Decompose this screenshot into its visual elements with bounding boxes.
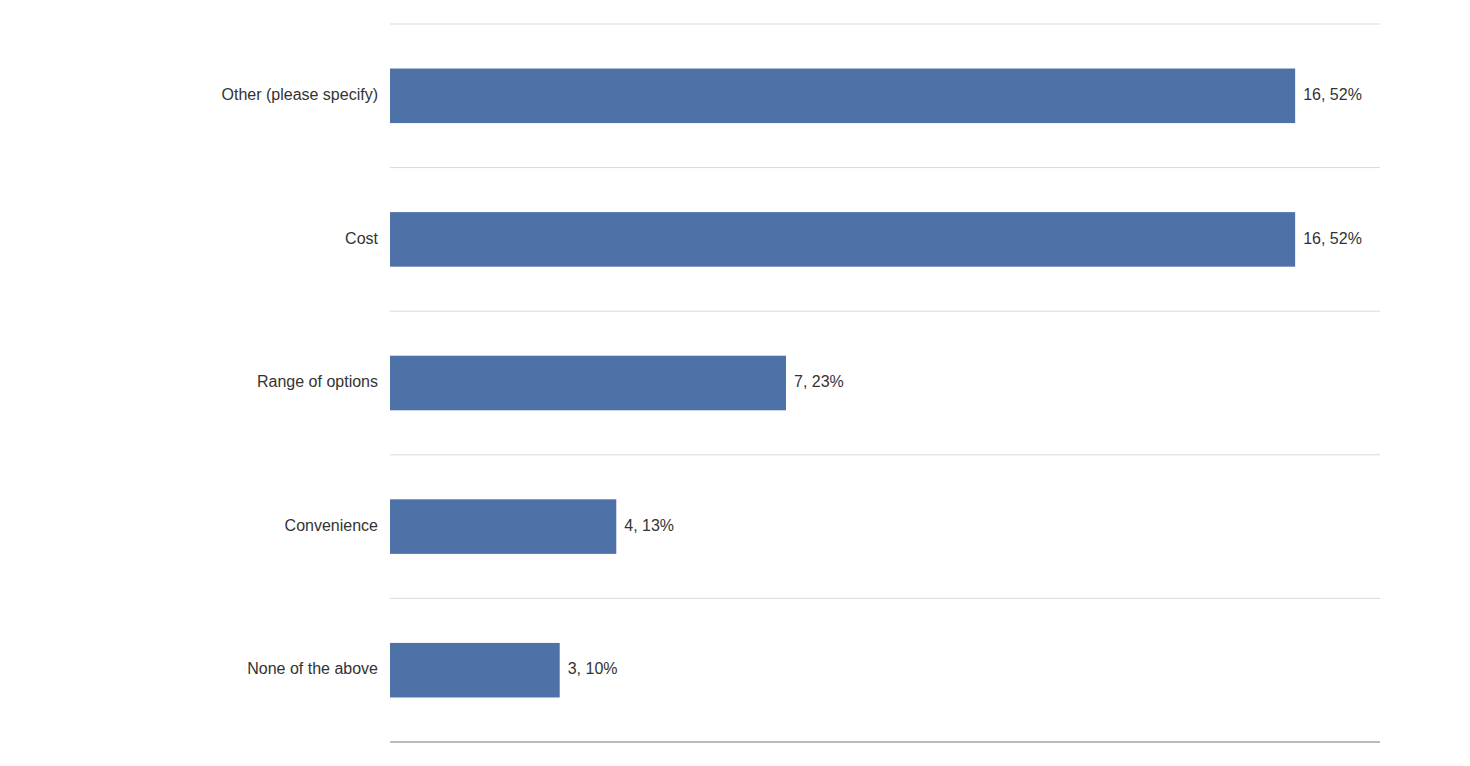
category-label: None of the above: [247, 660, 378, 677]
chart-container: None of the above Convenience Range of opt…: [0, 0, 1470, 766]
chart-svg: None of the above Convenience Range of opt…: [0, 0, 1470, 766]
bar: [390, 69, 1295, 124]
data-label: 7, 23%: [794, 373, 844, 390]
bar: [390, 499, 616, 554]
category-label: Range of options: [257, 373, 378, 390]
category-label: Cost: [345, 230, 378, 247]
bar: [390, 212, 1295, 267]
x-axis-line: [390, 742, 1380, 743]
row-separator: [390, 454, 1380, 455]
data-label: 16, 52%: [1303, 230, 1362, 247]
row-separator: [390, 742, 1380, 743]
data-label: 3, 10%: [568, 660, 618, 677]
category-label: Convenience: [285, 517, 379, 534]
data-label: 4, 13%: [624, 517, 674, 534]
category-label: Other (please specify): [221, 86, 378, 103]
bar: [390, 356, 786, 411]
bars: [390, 69, 1295, 698]
row-separator: [390, 24, 1380, 25]
row-separator: [390, 311, 1380, 312]
data-label: 16, 52%: [1303, 86, 1362, 103]
row-separator: [390, 598, 1380, 599]
row-separator: [390, 167, 1380, 168]
bar: [390, 643, 560, 698]
